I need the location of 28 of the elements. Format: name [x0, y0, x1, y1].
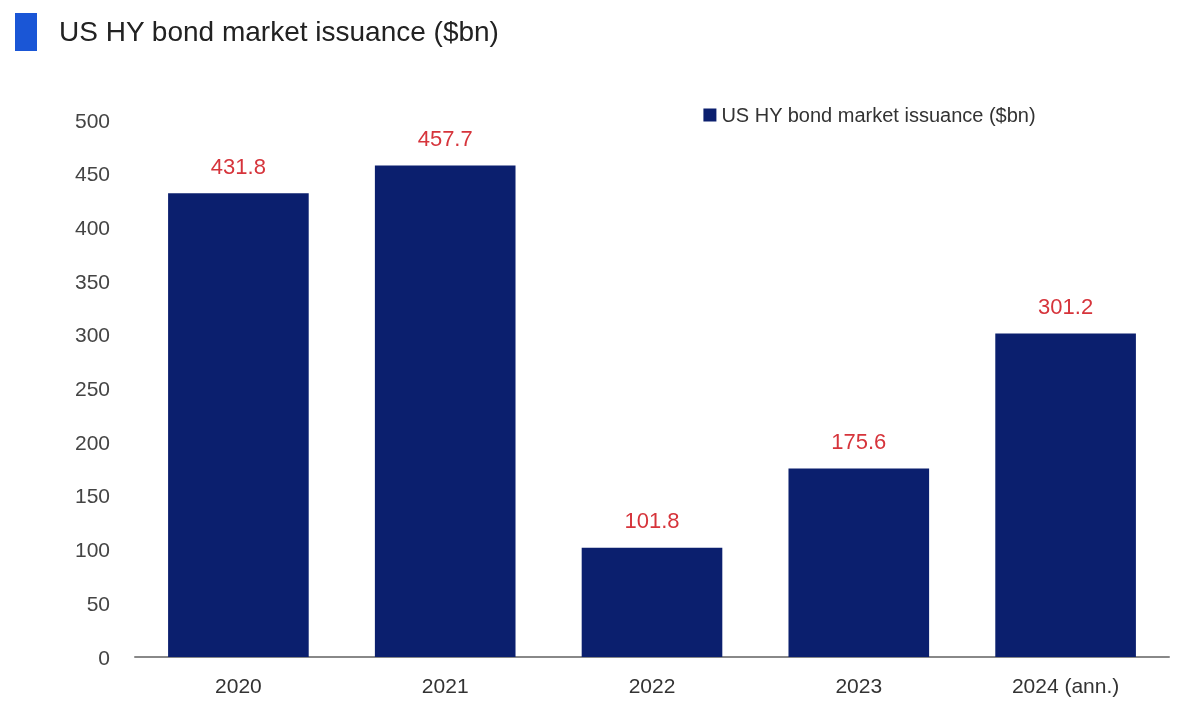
y-tick-label: 50: [86, 591, 110, 615]
bar: [995, 333, 1136, 657]
y-tick-label: 350: [74, 269, 110, 293]
bar: [788, 468, 930, 657]
x-tick-label: 2022: [628, 674, 676, 697]
bar: [581, 547, 723, 657]
y-tick-label: 400: [74, 215, 110, 239]
y-tick-label: 450: [74, 162, 110, 186]
bar: [374, 165, 516, 657]
bar: [168, 193, 309, 657]
x-tick-label: 2021: [421, 674, 469, 697]
x-tick-label: 2020: [215, 674, 262, 697]
y-tick-label: 500: [74, 108, 110, 132]
y-tick-label: 200: [74, 430, 110, 454]
chart-title: US HY bond market issuance ($bn): [59, 16, 499, 48]
y-tick-label: 300: [74, 323, 110, 347]
data-label: 457.7: [417, 125, 473, 151]
data-label: 175.6: [831, 428, 887, 454]
y-tick-label: 100: [74, 538, 110, 562]
x-tick-label: 2024 (ann.): [1011, 674, 1120, 697]
data-label: 301.2: [1038, 294, 1094, 320]
data-label: 431.8: [210, 153, 266, 179]
y-tick-label: 150: [74, 484, 110, 508]
y-tick-label: 0: [98, 645, 110, 669]
data-label: 101.8: [624, 508, 680, 534]
legend-label: US HY bond market issuance ($bn): [721, 104, 1036, 126]
x-tick-label: 2023: [835, 674, 883, 697]
y-tick-label: 250: [74, 377, 110, 400]
